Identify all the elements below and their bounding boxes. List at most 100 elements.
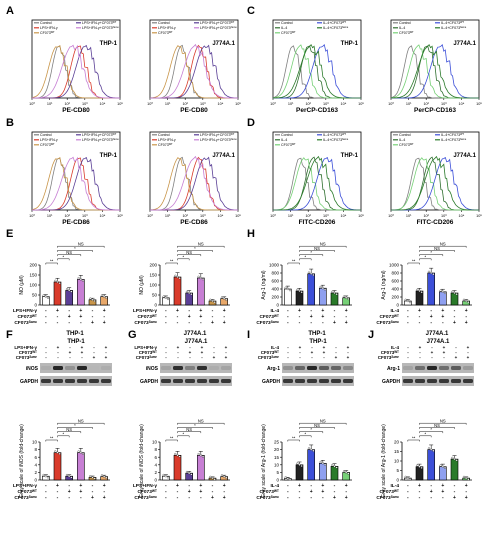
data-point xyxy=(178,455,181,458)
data-point xyxy=(103,295,106,298)
blot-treatment-mark: + xyxy=(201,350,204,355)
blot-band xyxy=(197,366,207,370)
blot-treatment-label: CF073ᵟᵃᵐᵉ xyxy=(136,355,158,360)
flow-xtick: 10⁰ xyxy=(388,102,394,106)
treatment-mark: - xyxy=(165,308,167,314)
flow-legend-entry: IL-4 xyxy=(399,26,405,30)
bar-ytick: 400 xyxy=(271,287,279,292)
blot-band xyxy=(343,366,353,370)
data-point xyxy=(89,475,92,478)
data-point xyxy=(307,447,311,450)
blot-row-label: Arg-1 xyxy=(267,366,280,372)
bar-ytick: 20 xyxy=(394,440,400,445)
flow-histogram-curve xyxy=(273,156,361,211)
treatment-mark: - xyxy=(103,314,105,320)
blot-cell-label: J774A.1 xyxy=(427,339,450,345)
flow-legend-entry: IL-4+CF073ᵂᵀ xyxy=(441,21,464,25)
data-point xyxy=(188,472,191,475)
bar xyxy=(197,454,205,481)
bar-ytick: 800 xyxy=(391,271,399,276)
data-point xyxy=(209,475,212,478)
treatment-mark: - xyxy=(57,320,59,326)
treatment-mark: + xyxy=(345,483,348,489)
blot-treatment-mark: - xyxy=(299,355,301,360)
flow-histogram-curve xyxy=(150,43,238,99)
flow-histogram-curve xyxy=(150,156,239,211)
treatment-mark: + xyxy=(199,308,202,314)
treatment-mark: - xyxy=(419,495,421,501)
blot-band xyxy=(439,379,449,383)
flow-legend-entry: Control xyxy=(399,21,411,25)
flow-legend-entry: CF073ᵂᵀ xyxy=(158,31,173,35)
flow-legend-entry: IL-4 xyxy=(281,26,287,30)
treatment-mark: + xyxy=(199,489,202,495)
treatment-mark: + xyxy=(321,314,324,320)
sig-bracket xyxy=(299,250,335,252)
flow-xtick: 10¹ xyxy=(165,214,171,218)
treatment-mark: - xyxy=(419,320,421,326)
treatment-mark: - xyxy=(442,495,444,501)
sig-label: * xyxy=(194,246,196,251)
treatment-mark: - xyxy=(407,483,409,489)
bar-ytick: 0 xyxy=(154,478,157,483)
flow-xtick: 10⁴ xyxy=(340,214,346,218)
data-point xyxy=(105,296,108,299)
flow-legend-entry: IL-4+CF073ᵟᵃᵐᵉ xyxy=(323,138,349,142)
treatment-mark: + xyxy=(441,308,444,314)
blot-treatment-label: CF073ᵟᵃᵐᵉ xyxy=(16,355,38,360)
flow-legend-entry: CF073ᵂᵀ xyxy=(40,31,55,35)
data-point xyxy=(56,451,59,454)
data-point xyxy=(284,286,287,289)
data-point xyxy=(70,290,73,293)
flow-xtick: 10⁵ xyxy=(476,214,482,218)
flow-xtick: 10¹ xyxy=(165,102,171,106)
flow-legend-entry: LPS+IFN-γ xyxy=(40,26,58,30)
blot-treatment-mark: - xyxy=(93,350,95,355)
data-point xyxy=(185,470,189,474)
blot-treatment-mark: - xyxy=(443,355,445,360)
bar-ytick: 50 xyxy=(32,293,38,298)
data-point xyxy=(342,470,346,473)
flow-legend-entry: Control xyxy=(40,21,52,25)
flow-histogram-curve xyxy=(150,44,239,99)
bar xyxy=(53,452,62,481)
data-point xyxy=(91,298,94,301)
flow-histogram-curve xyxy=(273,156,361,211)
flow-legend-entry: IL-4+CF073ᵂᵀ xyxy=(323,21,346,25)
sig-label: NS xyxy=(66,427,72,432)
blot-treatment-mark: - xyxy=(431,355,433,360)
blot-treatment-mark: - xyxy=(201,355,203,360)
flow-histogram-curve xyxy=(390,43,479,99)
flow-xtick: 10³ xyxy=(82,214,88,218)
treatment-mark: + xyxy=(321,489,324,495)
flow-xtick: 10³ xyxy=(323,214,329,218)
blot-row-label: iNOS xyxy=(26,366,39,372)
blot-treatment-mark: - xyxy=(287,345,289,350)
treatment-label: CF073ᵟᵃᵐᵉ xyxy=(14,320,37,326)
treatment-mark: + xyxy=(223,495,226,501)
flow-cell-label: J774A.1 xyxy=(453,41,476,47)
flow-histogram-curve xyxy=(32,156,120,211)
bar-ylabel: Gray scale of Arg-1 (fold-change) xyxy=(381,424,387,498)
data-point xyxy=(190,293,193,296)
treatment-mark: - xyxy=(57,489,59,495)
sig-bracket xyxy=(177,245,225,248)
treatment-mark: - xyxy=(430,320,432,326)
data-point xyxy=(347,297,350,301)
sig-label: NS xyxy=(186,427,192,432)
data-point xyxy=(174,274,177,277)
treatment-mark: - xyxy=(57,314,59,320)
flow-histogram-curve xyxy=(273,157,361,211)
treatment-mark: - xyxy=(212,314,214,320)
sig-label: * xyxy=(183,431,185,436)
blot-membrane xyxy=(160,376,232,386)
blot-band xyxy=(307,379,317,383)
bar-chart-I: 0 5 10 15 20 25 Gray scale of Arg-1 (fold-chan… xyxy=(256,419,352,501)
blot-band xyxy=(41,379,51,383)
sig-label: NS xyxy=(198,242,204,247)
sig-bracket xyxy=(419,258,432,261)
flow-xlabel: PE-CD86 xyxy=(180,219,208,226)
sig-label: NS xyxy=(186,250,192,255)
blot-treatment-mark: + xyxy=(105,345,108,350)
data-point xyxy=(46,296,50,299)
